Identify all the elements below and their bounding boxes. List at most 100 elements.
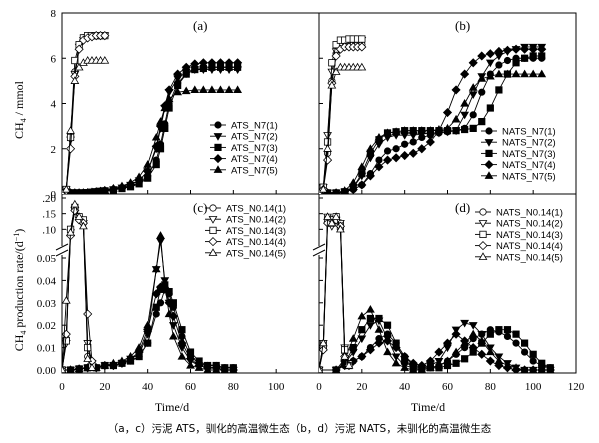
legend-bottom-right: NATS_N0.14(1)NATS_N0.14(2)NATS_N0.14(3)N… <box>475 208 563 263</box>
data-point <box>486 104 494 112</box>
data-point <box>425 126 435 134</box>
data-point <box>477 74 487 82</box>
data-point <box>134 172 144 181</box>
y-tick-label: 0.05 <box>37 253 57 265</box>
data-point <box>216 85 225 94</box>
data-point <box>537 44 547 54</box>
x-tick-label: 80 <box>485 381 497 393</box>
data-point <box>400 150 410 161</box>
legend-label: NATS_N0.14(2) <box>496 219 563 230</box>
data-point <box>401 140 409 148</box>
y-axis-label-bottom: CH4 production rate/(d−1) <box>12 229 28 352</box>
legend-label: NATS_N7(1) <box>502 127 556 138</box>
data-point <box>357 311 367 320</box>
data-point <box>74 62 84 71</box>
data-point <box>62 184 71 193</box>
y-tick-label: .15 <box>42 209 56 221</box>
data-point <box>151 132 161 141</box>
data-point <box>319 184 328 193</box>
x-axis-label-right: Time/d <box>411 400 445 414</box>
axis-break-gap <box>313 246 325 255</box>
data-point <box>485 49 495 59</box>
data-point <box>357 351 367 362</box>
data-point <box>391 343 401 353</box>
data-point <box>417 365 427 373</box>
legend-top-right: NATS_N7(1)NATS_N7(2)NATS_N7(3)NATS_N7(4)… <box>481 127 556 182</box>
y-tick-label: .20 <box>42 193 56 205</box>
legend-label: ATS_N0.14(2) <box>226 215 286 226</box>
panel-d-label: (d) <box>455 200 470 215</box>
data-point <box>331 67 341 75</box>
legend-label: ATS_N0.14(3) <box>226 226 286 237</box>
data-point <box>66 126 75 134</box>
data-point <box>319 338 328 347</box>
legend-label: ATS_N0.14(5) <box>226 248 286 259</box>
data-point <box>383 128 392 137</box>
data-point <box>511 44 521 54</box>
axis-break-mark <box>55 249 69 257</box>
data-point <box>164 309 174 318</box>
data-point <box>443 123 452 132</box>
data-point <box>392 145 400 153</box>
data-point <box>391 358 401 367</box>
legend-label: NATS_N7(4) <box>502 160 556 171</box>
data-point <box>495 326 503 334</box>
data-point <box>181 86 191 95</box>
figure-caption: （a，c）污泥 ATS，驯化的高温微生态（b，d）污泥 NATS，未驯化的高温微… <box>107 423 492 435</box>
data-point <box>143 320 153 329</box>
data-point <box>468 58 478 68</box>
data-point <box>348 334 358 342</box>
data-point <box>83 309 93 319</box>
data-point <box>366 144 375 152</box>
data-point <box>358 35 366 43</box>
data-point <box>529 350 537 358</box>
data-point <box>174 81 182 89</box>
data-point <box>468 343 478 353</box>
legend-marker <box>479 230 487 238</box>
legend-marker <box>484 139 494 147</box>
data-point <box>349 343 357 352</box>
data-point <box>512 339 520 347</box>
data-point <box>434 361 444 369</box>
data-point <box>126 352 135 360</box>
x-axis-label-left: Time/d <box>155 400 189 414</box>
data-point <box>186 361 195 369</box>
series-ATS_N0.14(5) <box>62 199 97 373</box>
data-point <box>331 365 341 373</box>
data-point <box>485 347 495 356</box>
legend-marker <box>479 208 487 216</box>
data-point <box>528 365 538 373</box>
data-point <box>528 69 538 78</box>
data-point <box>391 353 401 362</box>
x-tick-label: 100 <box>525 381 542 393</box>
data-point <box>66 365 75 373</box>
data-point <box>100 185 110 194</box>
data-point <box>391 153 401 163</box>
data-point <box>391 127 401 135</box>
legend-label: NATS_N7(5) <box>502 171 556 182</box>
data-point <box>156 117 165 125</box>
data-point <box>79 221 88 230</box>
data-point <box>485 59 495 68</box>
data-point <box>417 126 427 134</box>
legend-marker <box>208 216 218 224</box>
data-point <box>71 188 79 194</box>
data-point <box>382 336 393 346</box>
legend-marker <box>209 204 217 212</box>
data-point <box>374 162 384 172</box>
data-point <box>382 155 393 165</box>
data-point <box>357 62 367 71</box>
data-point <box>537 365 547 373</box>
data-point <box>478 88 486 96</box>
data-point <box>366 322 375 330</box>
legend-marker <box>214 121 222 129</box>
data-point <box>66 144 76 154</box>
data-point <box>400 363 410 371</box>
legend-marker <box>478 252 488 260</box>
data-point <box>503 361 512 369</box>
y-tick-label: 8 <box>51 8 57 20</box>
legend-marker <box>485 149 493 157</box>
data-point <box>400 126 410 134</box>
data-point <box>520 348 529 356</box>
legend-label: NATS_N0.14(4) <box>496 241 563 252</box>
